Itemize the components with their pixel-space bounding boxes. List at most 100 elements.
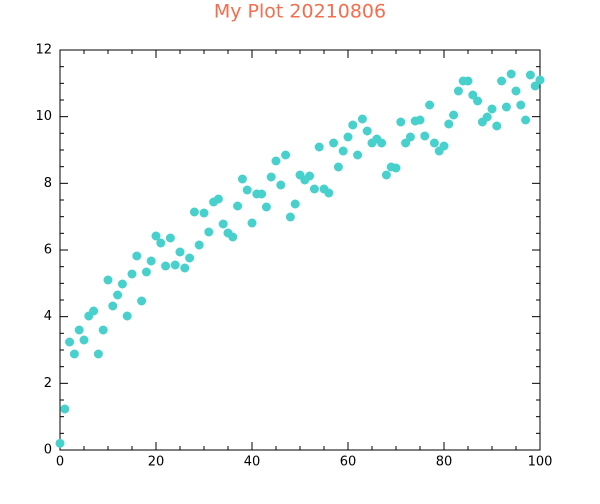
point xyxy=(497,76,507,86)
y-tick-label: 12 xyxy=(35,43,52,58)
y-tick-label: 6 xyxy=(44,243,52,258)
point xyxy=(79,335,89,345)
point xyxy=(396,117,406,127)
point xyxy=(468,90,478,100)
point xyxy=(521,115,531,125)
point xyxy=(233,201,243,211)
point xyxy=(69,349,79,359)
point xyxy=(535,75,545,85)
point xyxy=(276,180,286,190)
x-tick-label: 100 xyxy=(528,455,553,470)
x-tick-label: 20 xyxy=(148,455,165,470)
x-tick-label: 40 xyxy=(244,455,261,470)
point xyxy=(353,150,363,160)
point xyxy=(324,188,334,198)
point xyxy=(348,120,358,130)
chart-title: My Plot 20210806 xyxy=(214,1,386,23)
point xyxy=(333,162,343,172)
point xyxy=(141,267,151,277)
point xyxy=(453,86,463,96)
point xyxy=(137,296,147,306)
point xyxy=(429,138,439,148)
x-tick-label: 80 xyxy=(436,455,453,470)
point xyxy=(165,233,175,243)
point xyxy=(218,219,228,229)
point xyxy=(161,261,171,271)
point xyxy=(506,69,516,79)
point xyxy=(199,208,209,218)
point xyxy=(175,247,185,257)
point xyxy=(338,146,348,156)
plot-frame xyxy=(59,49,541,451)
point xyxy=(516,100,526,110)
point xyxy=(257,189,267,199)
point xyxy=(180,263,190,273)
point xyxy=(194,240,204,250)
point xyxy=(290,199,300,209)
y-tick-label: 4 xyxy=(44,309,52,324)
point xyxy=(415,115,425,125)
point xyxy=(122,311,132,321)
point xyxy=(89,306,99,316)
point xyxy=(314,142,324,152)
point xyxy=(449,110,459,120)
point xyxy=(247,218,257,228)
point xyxy=(444,119,454,129)
point xyxy=(74,325,84,335)
point xyxy=(463,76,473,86)
point xyxy=(98,325,108,335)
point xyxy=(55,438,65,448)
point xyxy=(261,202,271,212)
point xyxy=(357,114,367,124)
point xyxy=(309,184,319,194)
point xyxy=(93,349,103,359)
point xyxy=(151,231,161,241)
point xyxy=(65,337,75,347)
point xyxy=(305,171,315,181)
point xyxy=(401,138,411,148)
point xyxy=(285,212,295,222)
point xyxy=(425,100,435,110)
y-tick-label: 0 xyxy=(44,443,52,458)
point xyxy=(271,156,281,166)
point xyxy=(482,112,492,122)
point xyxy=(501,102,511,112)
point xyxy=(156,238,166,248)
point xyxy=(473,96,483,106)
point xyxy=(530,81,540,91)
point xyxy=(189,207,199,217)
point xyxy=(237,174,247,184)
point xyxy=(103,275,113,285)
point xyxy=(170,260,180,270)
x-tick-label: 0 xyxy=(56,455,64,470)
point xyxy=(228,232,238,242)
point xyxy=(439,141,449,151)
point xyxy=(391,163,401,173)
point xyxy=(362,126,372,136)
point xyxy=(113,290,123,300)
point xyxy=(281,150,291,160)
point xyxy=(266,172,276,182)
y-tick-label: 2 xyxy=(44,376,52,391)
point xyxy=(146,256,156,266)
point xyxy=(381,170,391,180)
point xyxy=(420,131,430,141)
point xyxy=(511,86,521,96)
point xyxy=(525,70,535,80)
point xyxy=(185,253,195,263)
point xyxy=(343,132,353,142)
point xyxy=(405,132,415,142)
point xyxy=(60,404,70,414)
point xyxy=(108,301,118,311)
point xyxy=(204,227,214,237)
point xyxy=(487,104,497,114)
point xyxy=(242,185,252,195)
point xyxy=(492,121,502,131)
x-tick-label: 60 xyxy=(340,455,357,470)
point xyxy=(213,194,223,204)
point xyxy=(117,279,127,289)
y-tick-label: 10 xyxy=(35,109,52,124)
point xyxy=(132,251,142,261)
